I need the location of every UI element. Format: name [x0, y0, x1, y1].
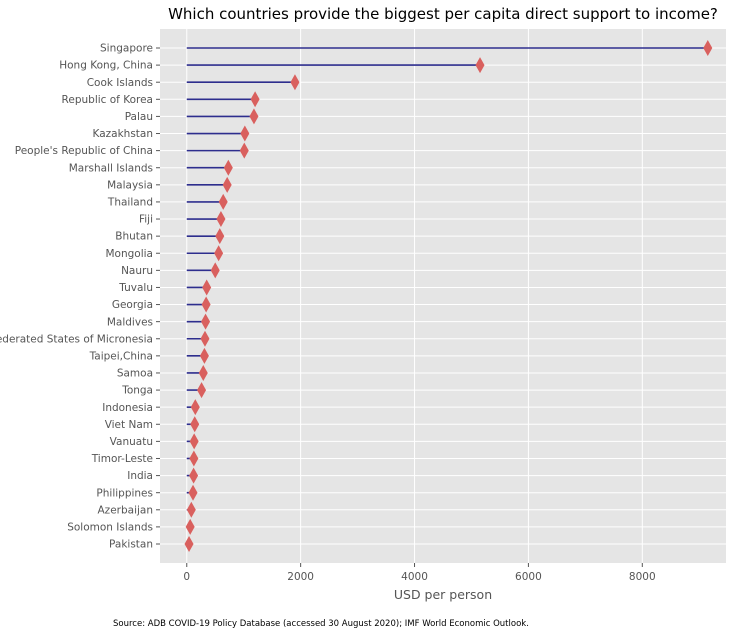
marker-29 [184, 536, 194, 552]
y-tick-label: Maldives [107, 316, 153, 328]
y-tick-label: Singapore [100, 43, 153, 55]
y-tick-label: Fiji [139, 214, 153, 226]
marker-7 [223, 159, 233, 176]
marker-12 [214, 245, 224, 262]
x-tick-label: 6000 [515, 571, 542, 583]
marker-28 [185, 518, 195, 535]
plot-background [160, 29, 726, 563]
y-tick-label: Solomon Islands [67, 521, 153, 533]
y-tick-label: Thailand [107, 197, 153, 209]
marker-16 [201, 313, 211, 330]
x-tick-labels: 0 2000 4000 6000 8000 [183, 563, 656, 583]
y-tick-label: Taipei,China [89, 350, 153, 362]
marker-27 [186, 501, 196, 518]
marker-15 [201, 296, 211, 313]
y-tick-label: Georgia [112, 299, 153, 311]
marker-14 [202, 279, 212, 296]
y-tick-label: Samoa [117, 368, 153, 380]
marker-9 [218, 193, 228, 210]
y-tick-label: Nauru [121, 265, 153, 277]
y-tick-label: Pakistan [109, 539, 153, 551]
marker-23 [189, 433, 199, 450]
marker-17 [200, 330, 210, 347]
marker-10 [216, 211, 226, 228]
marker-18 [199, 347, 209, 364]
y-tick-label: Kazakhstan [93, 128, 154, 140]
y-tick-label: Indonesia [102, 402, 153, 414]
marker-2 [290, 74, 300, 91]
y-tick-label: Cook Islands [87, 77, 153, 89]
x-tick-label: 2000 [287, 571, 314, 583]
marker-22 [190, 416, 200, 433]
marker-19 [198, 364, 208, 381]
marker-11 [215, 228, 225, 245]
y-tick-label: Azerbaijan [98, 504, 154, 516]
lollipop-markers [184, 40, 713, 552]
y-tick-label: Timor-Leste [91, 453, 153, 465]
y-tick-label: Hong Kong, China [59, 60, 153, 72]
y-tick-label: India [127, 470, 153, 482]
marker-1 [475, 57, 485, 74]
y-tick-label: People's Republic of China [15, 145, 153, 157]
y-tick-label: Malaysia [107, 179, 153, 191]
marker-13 [210, 262, 220, 279]
y-tick-label: Mongolia [106, 248, 154, 260]
y-tick-label: Philippines [96, 487, 153, 499]
marker-4 [249, 108, 259, 125]
y-tick-labels: Singapore Hong Kong, China Cook Islands Rep… [0, 43, 160, 551]
y-tick-label: Tuvalu [118, 282, 153, 294]
marker-5 [240, 125, 250, 142]
marker-24 [189, 450, 199, 467]
marker-0 [703, 40, 713, 56]
x-tick-label: 4000 [401, 571, 428, 583]
y-tick-label: Palau [125, 111, 153, 123]
x-tick-label: 8000 [629, 571, 656, 583]
y-tick-label: Vanuatu [110, 436, 153, 448]
y-tick-label: Republic of Korea [62, 94, 153, 106]
y-tick-label: Tonga [121, 385, 153, 397]
source-note: Source: ADB COVID-19 Policy Database (ac… [113, 619, 529, 629]
y-tick-label: Bhutan [115, 231, 153, 243]
marker-6 [239, 142, 249, 159]
y-tick-label: Viet Nam [105, 419, 153, 431]
x-tick-label: 0 [183, 571, 190, 583]
lollipop-stems [186, 47, 708, 545]
marker-20 [197, 382, 207, 399]
marker-8 [222, 176, 232, 193]
marker-25 [189, 467, 199, 484]
marker-21 [190, 399, 200, 416]
x-axis-label: USD per person [394, 587, 492, 602]
marker-3 [250, 91, 260, 108]
y-tick-label: Federated States of Micronesia [0, 333, 153, 345]
chart-title: Which countries provide the biggest per … [168, 5, 718, 23]
marker-26 [188, 484, 198, 501]
y-tick-label: Marshall Islands [69, 162, 153, 174]
